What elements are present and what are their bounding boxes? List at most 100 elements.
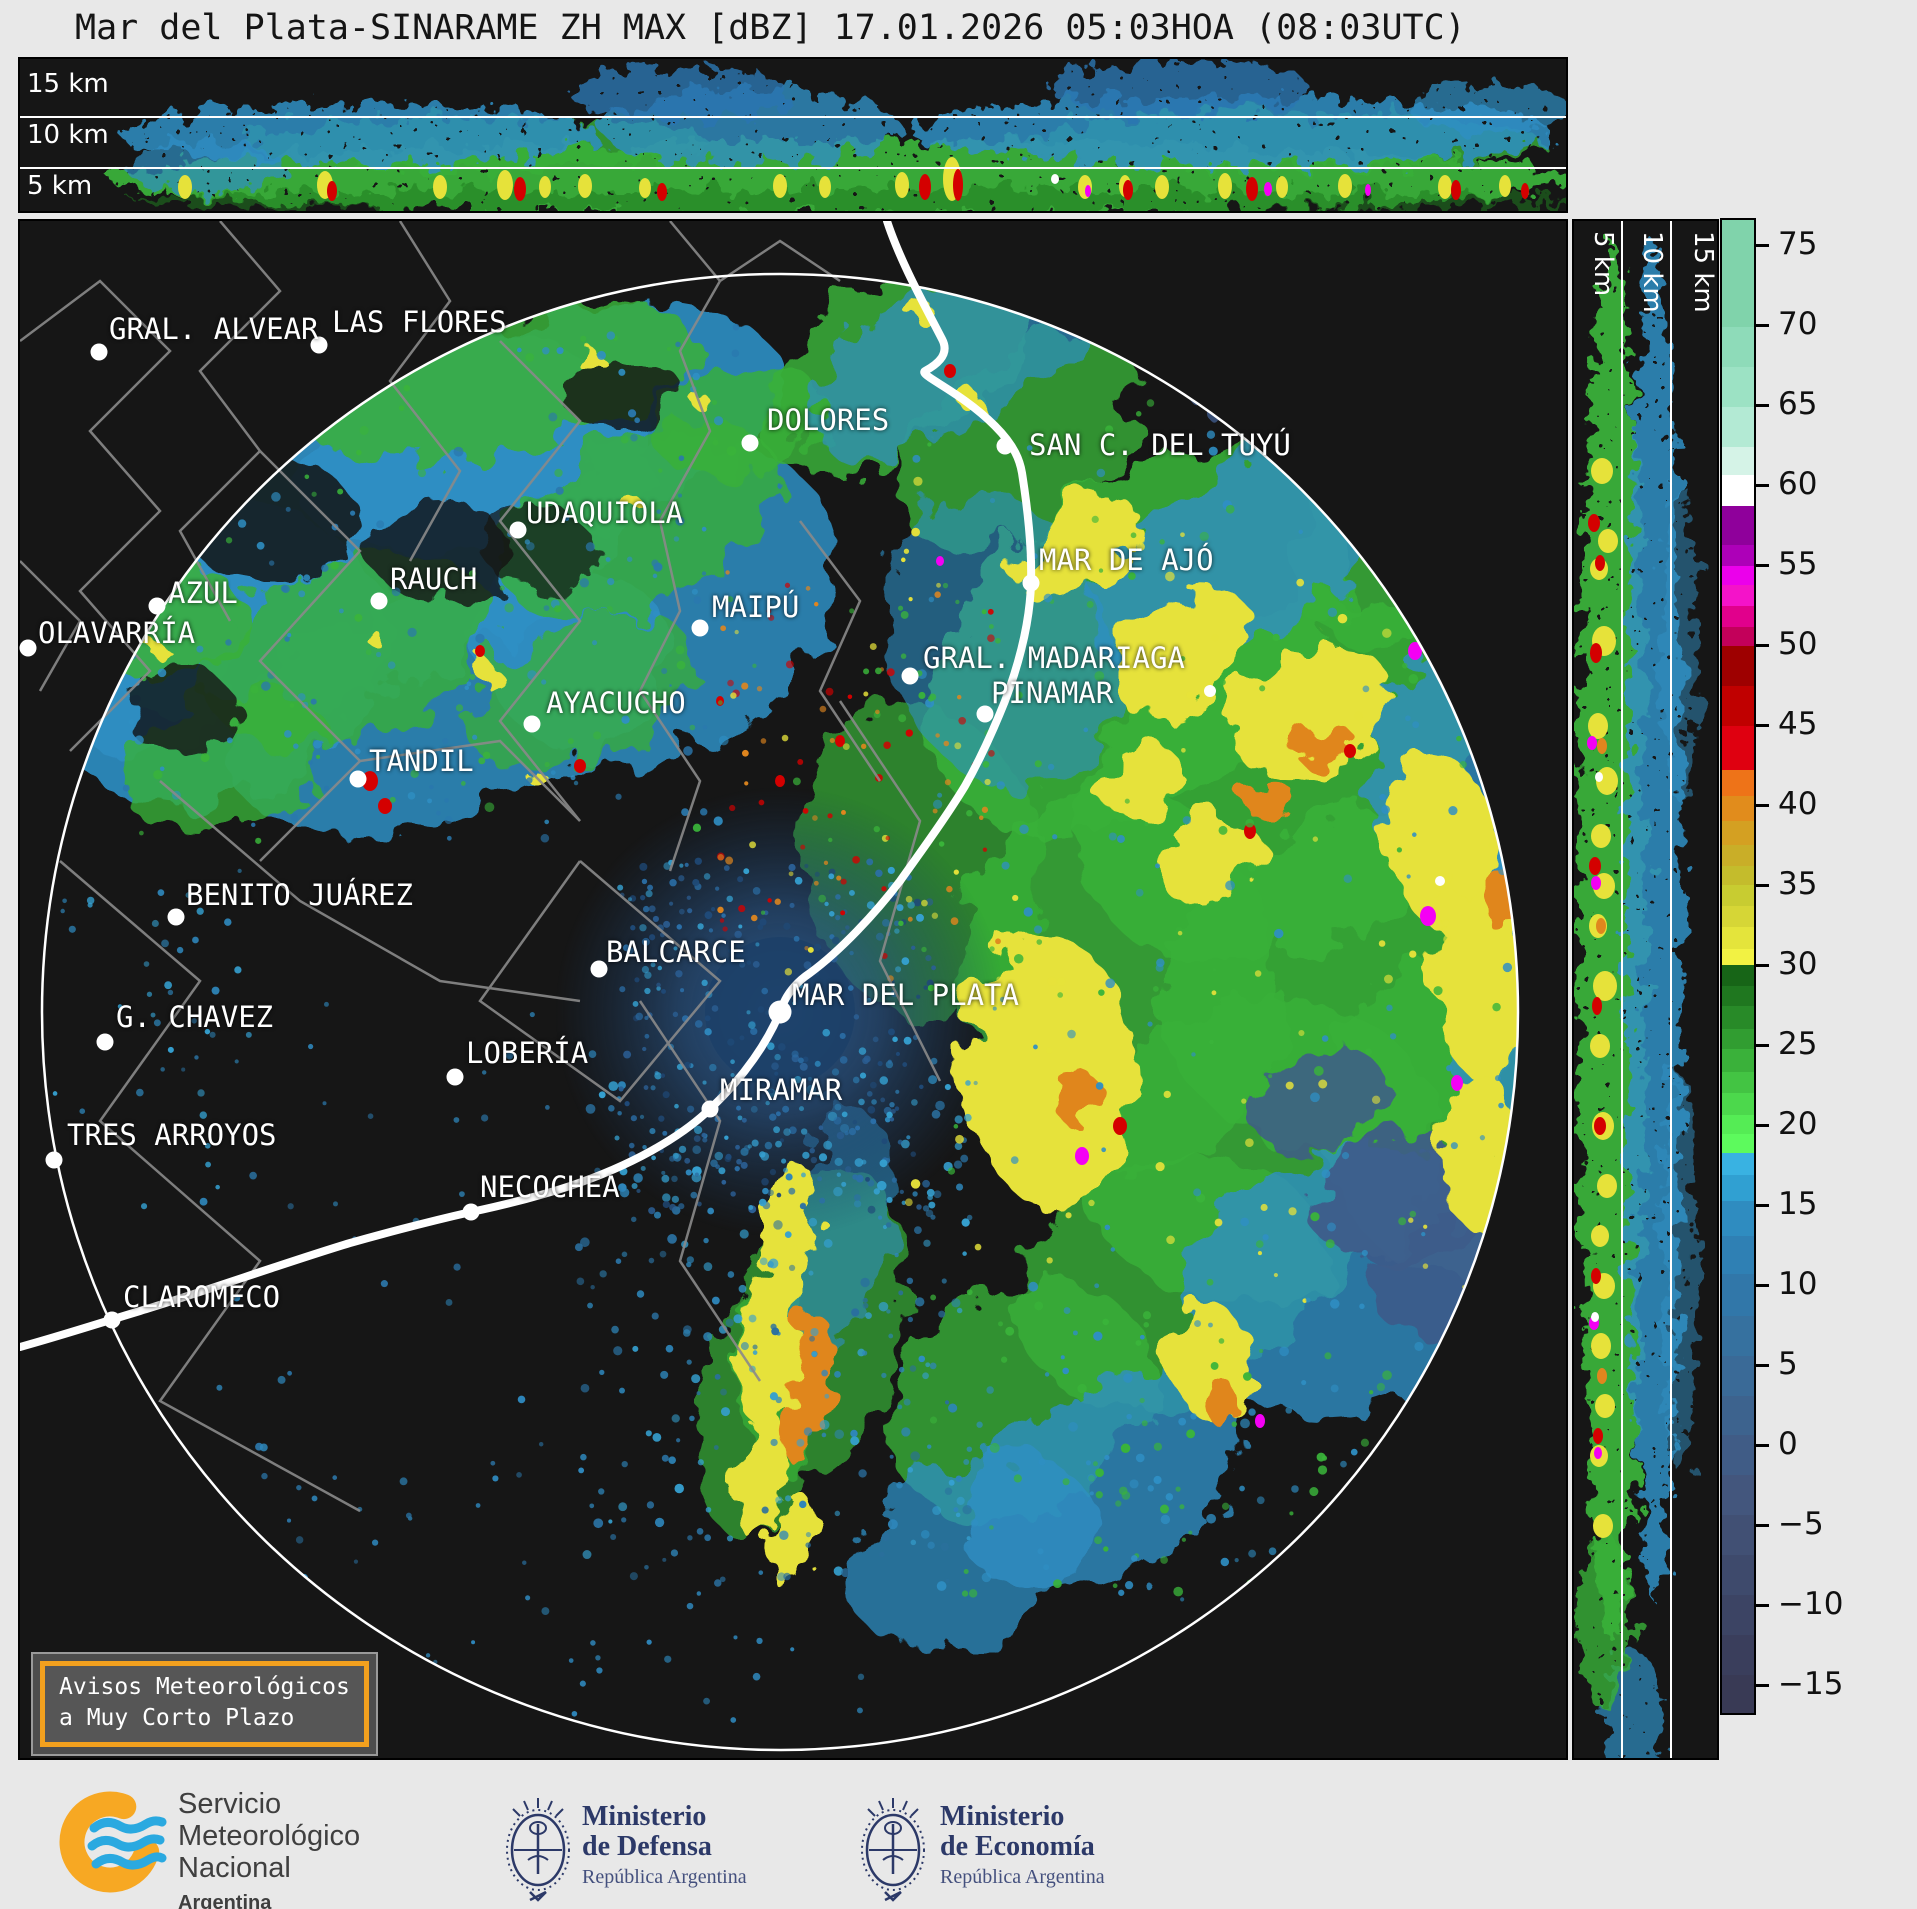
ministry-economia: Ministerio de Economía República Argenti… [940, 1802, 1105, 1890]
ministry-economia-line1: Ministerio [940, 1802, 1105, 1832]
right-panel-gridline-10km [1670, 221, 1672, 1758]
colorbar-segment [1722, 949, 1754, 965]
colorbar-segment [1722, 1093, 1754, 1115]
colorbar-segment [1722, 475, 1754, 505]
top-cross-section-panel: 15 km 10 km 5 km [18, 57, 1568, 213]
colorbar-tick-label: 20 [1778, 1109, 1817, 1140]
city-dot [524, 716, 541, 733]
colorbar-tick [1756, 1204, 1769, 1207]
warning-notice-box[interactable]: Avisos Meteorológicos a Muy Corto Plazo [31, 1652, 378, 1756]
colorbar-tick [1756, 964, 1769, 967]
dbz-colorbar-ticks: 75 70 65 60 55 50 45 40 35 30 25 20 15 10 5 0 −5 −10 −15 [1756, 218, 1896, 1715]
city-label: MIRAMAR [720, 1075, 842, 1105]
colorbar-segment [1722, 965, 1754, 986]
colorbar-segment [1722, 906, 1754, 927]
city-label: LAS FLORES [332, 307, 507, 337]
colorbar-tick-label: 70 [1778, 309, 1817, 340]
colorbar-segment [1722, 606, 1754, 627]
colorbar-segment [1722, 585, 1754, 606]
city-label: GRAL. MADARIAGA [923, 643, 1185, 673]
colorbar-tick [1756, 1044, 1769, 1047]
colorbar-segment [1722, 686, 1754, 726]
colorbar-tick [1756, 884, 1769, 887]
city-dot [97, 1034, 114, 1051]
smn-line1: Servicio [178, 1788, 360, 1820]
colorbar-tick-label: −5 [1778, 1509, 1824, 1540]
colorbar-tick [1756, 1524, 1769, 1527]
city-label: UDAQUIOLA [526, 498, 683, 528]
height-label-10km-vertical: 10 km [1637, 231, 1667, 313]
warning-notice-border: Avisos Meteorológicos a Muy Corto Plazo [40, 1661, 369, 1747]
radar-map-panel: GRAL. ALVEAR LAS FLORES DOLORES SAN C. DEL … [18, 219, 1568, 1760]
top-panel-gridline-5km [20, 167, 1566, 169]
colorbar-segment [1722, 821, 1754, 845]
colorbar-segment [1722, 1435, 1754, 1475]
colorbar-segment [1722, 1274, 1754, 1315]
city-dot [91, 344, 108, 361]
right-cross-section-plot [1574, 221, 1717, 1758]
smn-wordmark: Servicio Meteorológico Nacional Argentin… [178, 1788, 360, 1909]
colorbar-tick [1756, 1284, 1769, 1287]
top-panel-gridline-10km [20, 116, 1566, 118]
city-dot [350, 771, 367, 788]
colorbar-tick [1756, 1444, 1769, 1447]
colorbar-segment [1722, 447, 1754, 476]
colorbar-tick-label: 30 [1778, 949, 1817, 980]
city-label: SAN C. DEL TUYÚ [1029, 430, 1291, 460]
city-dot [692, 620, 709, 637]
colorbar-tick-label: 40 [1778, 789, 1817, 820]
ministry-defensa-sub: República Argentina [582, 1864, 747, 1890]
ministry-economia-line2: de Economía [940, 1832, 1105, 1862]
dbz-colorbar [1720, 218, 1756, 1715]
colorbar-segment [1722, 545, 1754, 566]
colorbar-tick-label: 60 [1778, 469, 1817, 500]
city-label: TRES ARROYOS [67, 1120, 277, 1150]
city-label: NECOCHEA [480, 1172, 620, 1202]
colorbar-segment [1722, 327, 1754, 367]
colorbar-segment [1722, 1635, 1754, 1675]
colorbar-tick-label: 45 [1778, 709, 1817, 740]
city-label: AZUL [168, 578, 238, 608]
warning-notice-line2: a Muy Corto Plazo [59, 1703, 350, 1734]
colorbar-tick-label: 5 [1778, 1349, 1798, 1380]
colorbar-tick-label: 75 [1778, 229, 1817, 260]
city-dot [371, 593, 388, 610]
city-label: TANDIL [369, 746, 474, 776]
colorbar-segment [1722, 726, 1754, 771]
city-dot [463, 1204, 480, 1221]
colorbar-segment [1722, 1316, 1754, 1356]
colorbar-segment [1722, 220, 1754, 327]
colorbar-segment [1722, 646, 1754, 686]
colorbar-segment [1722, 1555, 1754, 1595]
height-label-10km: 10 km [27, 122, 109, 148]
height-label-5km: 5 km [27, 173, 92, 199]
colorbar-tick-label: −10 [1778, 1589, 1843, 1620]
city-label: BENITO JUÁREZ [186, 880, 413, 910]
colorbar-segment [1722, 1175, 1754, 1201]
colorbar-segment [1722, 986, 1754, 1007]
colorbar-tick [1756, 324, 1769, 327]
colorbar-tick-label: 25 [1778, 1029, 1817, 1060]
city-label: BALCARCE [606, 937, 746, 967]
city-label: LOBERÍA [466, 1038, 588, 1068]
colorbar-segment [1722, 1396, 1754, 1436]
colorbar-segment [1722, 1356, 1754, 1396]
colorbar-segment [1722, 1029, 1754, 1050]
city-dot [104, 1312, 121, 1329]
colorbar-segment [1722, 885, 1754, 906]
city-dot [997, 438, 1014, 455]
city-dot [902, 668, 919, 685]
warning-notice-line1: Avisos Meteorológicos [59, 1672, 350, 1703]
colorbar-segment [1722, 1006, 1754, 1028]
colorbar-segment [1722, 866, 1754, 885]
colorbar-tick [1756, 1684, 1769, 1687]
city-label: G. CHAVEZ [116, 1002, 273, 1032]
colorbar-segment [1722, 1134, 1754, 1153]
city-label: MAR DEL PLATA [792, 980, 1019, 1010]
city-dot [149, 598, 166, 615]
colorbar-segment [1722, 506, 1754, 546]
colorbar-segment [1722, 1515, 1754, 1555]
colorbar-tick-label: 35 [1778, 869, 1817, 900]
colorbar-tick [1756, 484, 1769, 487]
height-label-15km: 15 km [27, 71, 109, 97]
